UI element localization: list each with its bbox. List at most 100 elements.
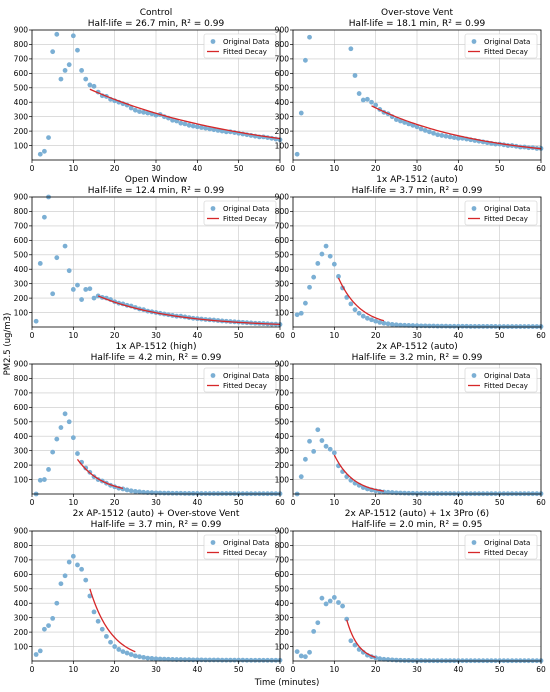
data-point <box>256 657 262 663</box>
data-point <box>352 307 358 313</box>
x-tick-label: 0 <box>291 331 296 340</box>
data-point <box>178 490 184 496</box>
x-tick-label: 30 <box>412 331 422 340</box>
data-point <box>468 324 474 329</box>
data-point <box>99 626 105 632</box>
data-point <box>476 324 482 329</box>
data-point <box>228 657 233 663</box>
subplot-title: 1x AP-1512 (auto) <box>376 175 458 185</box>
y-tick-label: 900 <box>14 26 29 35</box>
data-point <box>327 598 333 604</box>
legend-label-original: Original Data <box>223 205 269 213</box>
data-point <box>501 324 507 329</box>
x-tick-label: 10 <box>330 498 340 507</box>
legend-point-marker <box>210 206 216 211</box>
data-point <box>269 657 275 663</box>
data-point <box>443 491 449 496</box>
data-point <box>323 601 329 607</box>
data-point <box>33 652 39 657</box>
data-point <box>149 656 155 661</box>
y-tick-label: 500 <box>275 83 290 92</box>
y-tick-label: 700 <box>14 222 29 231</box>
data-point <box>294 649 300 655</box>
data-point <box>414 124 420 130</box>
y-tick-label: 800 <box>275 40 290 49</box>
y-tick-label: 800 <box>14 541 29 550</box>
y-tick-label: 700 <box>14 55 29 64</box>
fitted-decay-line <box>333 454 385 492</box>
data-point <box>199 491 204 496</box>
y-tick-label: 500 <box>14 584 29 593</box>
legend-label-fitted: Fitted Decay <box>223 48 267 56</box>
data-point <box>360 313 366 319</box>
y-tick-label: 700 <box>275 55 290 64</box>
y-tick-label: 200 <box>275 127 290 136</box>
x-tick-label: 10 <box>330 164 340 173</box>
data-point <box>365 96 370 102</box>
y-tick-label: 100 <box>275 475 290 484</box>
y-tick-label: 900 <box>275 527 290 536</box>
data-point <box>381 320 387 326</box>
data-point <box>356 310 362 316</box>
data-point <box>319 595 325 601</box>
data-point <box>141 489 147 495</box>
y-tick-label: 900 <box>275 193 290 202</box>
data-point <box>389 322 395 327</box>
subplot-subtitle: Half-life = 3.7 min, R² = 0.99 <box>352 186 483 196</box>
y-tick-label: 200 <box>14 294 29 303</box>
data-point <box>311 274 317 280</box>
data-point <box>464 323 469 329</box>
x-axis-label: Time (minutes) <box>254 678 320 688</box>
fitted-decay-line <box>76 458 124 489</box>
data-point <box>439 323 445 329</box>
x-tick-label: 0 <box>30 665 35 674</box>
y-tick-label: 800 <box>14 207 29 216</box>
data-point <box>303 57 308 63</box>
data-point <box>46 135 51 141</box>
data-point <box>161 490 167 496</box>
data-point <box>497 324 503 329</box>
data-point <box>186 491 192 496</box>
data-point <box>298 110 304 116</box>
subplot-subtitle: Half-life = 26.7 min, R² = 0.99 <box>88 19 225 29</box>
subplot-subtitle: Half-life = 4.2 min, R² = 0.99 <box>91 353 222 363</box>
data-point <box>161 656 167 662</box>
data-point <box>331 261 337 267</box>
data-point <box>128 488 134 494</box>
y-tick-label: 300 <box>14 279 29 288</box>
x-tick-label: 40 <box>193 498 203 507</box>
subplot-title: 1x AP-1512 (high) <box>116 342 197 352</box>
x-tick-label: 60 <box>536 665 546 674</box>
data-point <box>261 657 266 663</box>
x-tick-label: 30 <box>412 665 422 674</box>
y-tick-label: 400 <box>275 432 290 441</box>
data-point <box>385 321 391 327</box>
data-point <box>166 656 171 662</box>
subplot-title: Control <box>140 8 173 18</box>
data-point <box>315 427 321 433</box>
legend-label-fitted: Fitted Decay <box>223 549 267 557</box>
y-tick-label: 700 <box>275 556 290 565</box>
legend-label-fitted: Fitted Decay <box>484 48 528 56</box>
y-tick-label: 400 <box>275 98 290 107</box>
data-point <box>95 618 101 624</box>
data-point <box>307 34 312 40</box>
y-tick-label: 600 <box>275 236 290 245</box>
data-point <box>348 46 354 52</box>
y-tick-label: 300 <box>275 613 290 622</box>
data-point <box>422 127 428 133</box>
data-point <box>323 243 329 249</box>
data-point <box>393 490 399 496</box>
fitted-decay-line <box>89 88 281 140</box>
x-tick-label: 40 <box>454 331 464 340</box>
data-point <box>141 109 147 115</box>
subplot-6: 2x AP-1512 (auto)Half-life = 3.2 min, R²… <box>275 342 546 507</box>
y-tick-label: 800 <box>275 374 290 383</box>
subplot-title: 2x AP-1512 (auto) <box>376 342 458 352</box>
data-point <box>298 653 304 659</box>
data-point <box>46 623 51 629</box>
data-point <box>190 123 196 129</box>
legend-point-marker <box>471 373 477 378</box>
data-point <box>311 628 317 634</box>
